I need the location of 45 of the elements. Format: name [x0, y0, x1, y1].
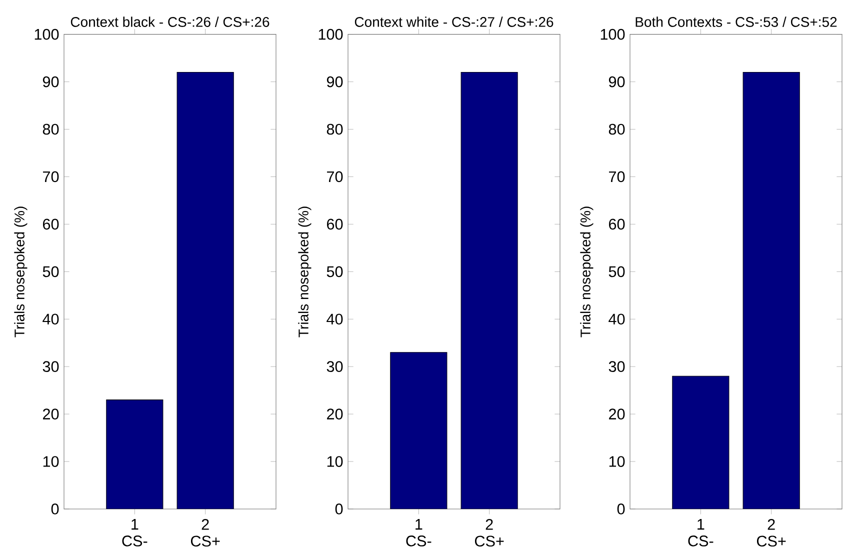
y-tick-label: 60 — [43, 218, 59, 230]
y-axis-title: Trials nosepoked (%) — [298, 206, 312, 338]
y-tick-label: 70 — [609, 171, 625, 182]
x-tick-label: 2 CS+ — [756, 519, 786, 547]
y-tick-label: 20 — [609, 408, 625, 420]
y-tick-label: 0 — [335, 504, 343, 514]
y-tick-label: 100 — [34, 28, 59, 40]
y-tick-label: 70 — [43, 171, 59, 182]
y-tick-label: 0 — [617, 504, 625, 514]
x-tick-label: 2 CS+ — [474, 519, 504, 547]
y-tick-label: 20 — [43, 408, 59, 420]
y-tick-label: 80 — [326, 124, 343, 135]
y-tick-label: 40 — [608, 314, 625, 325]
y-tick-label: 30 — [42, 361, 59, 372]
y-tick-label: 40 — [42, 314, 59, 325]
x-tick-label: 1 CS- — [688, 519, 714, 546]
y-tick-label: 10 — [609, 456, 625, 467]
y-tick-label: 50 — [608, 266, 625, 278]
y-tick-label: 80 — [42, 124, 59, 135]
y-tick-label: 50 — [326, 266, 343, 278]
x-tick-label: 2 CS+ — [190, 519, 220, 547]
chart-title: Context black - CS-:26 / CS+:26 — [70, 16, 270, 27]
y-axis-title: Trials nosepoked (%) — [580, 206, 594, 338]
y-tick-label: 30 — [326, 361, 343, 372]
y-tick-label: 60 — [327, 218, 343, 230]
y-tick-label: 0 — [51, 504, 59, 514]
y-tick-label: 20 — [327, 408, 343, 420]
y-axis-title: Trials nosepoked (%) — [14, 206, 28, 338]
y-tick-label: 50 — [42, 266, 59, 278]
y-tick-label: 10 — [43, 456, 59, 467]
y-tick-label: 100 — [600, 28, 625, 40]
y-tick-label: 30 — [608, 361, 625, 372]
x-tick-label: 1 CS- — [406, 519, 432, 546]
chart-title: Context white - CS-:27 / CS+:26 — [354, 16, 554, 27]
y-tick-label: 60 — [609, 218, 625, 230]
chart-title: Both Contexts - CS-:53 / CS+:52 — [636, 16, 837, 27]
y-tick-label: 90 — [326, 76, 343, 88]
y-tick-label: 80 — [608, 124, 625, 135]
y-tick-label: 40 — [326, 314, 343, 325]
y-tick-label: 90 — [42, 76, 59, 88]
y-tick-label: 10 — [327, 456, 343, 467]
y-tick-label: 100 — [318, 28, 343, 40]
y-tick-label: 70 — [327, 171, 343, 182]
y-tick-label: 90 — [608, 76, 625, 88]
x-tick-label: 1 CS- — [122, 519, 148, 546]
